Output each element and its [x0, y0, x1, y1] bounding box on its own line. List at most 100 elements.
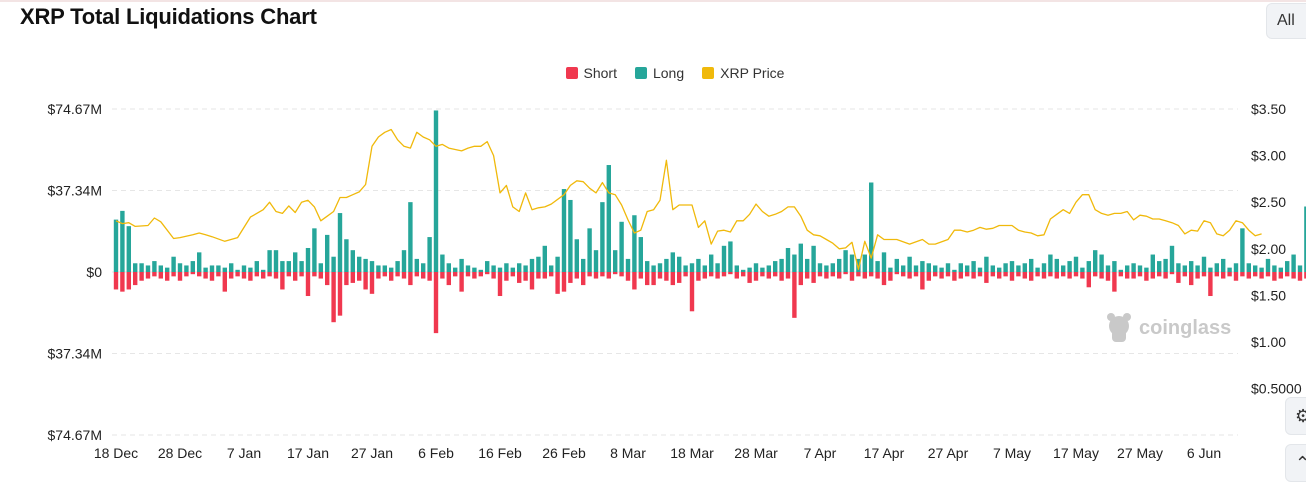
- short-bar: [1054, 272, 1059, 279]
- long-bar: [862, 254, 867, 272]
- long-bar: [433, 110, 439, 272]
- short-bar: [760, 272, 765, 277]
- short-bar: [990, 272, 995, 277]
- short-bar: [440, 272, 445, 279]
- short-bar: [715, 272, 720, 279]
- long-bar: [485, 261, 490, 272]
- short-bar: [568, 272, 573, 283]
- short-bar: [523, 272, 528, 281]
- short-bar: [1118, 272, 1123, 277]
- long-bar: [997, 267, 1002, 272]
- legend-item-price[interactable]: XRP Price: [702, 65, 784, 81]
- short-bar: [241, 272, 247, 279]
- long-bar: [453, 267, 458, 272]
- long-bar: [446, 263, 451, 272]
- short-bar: [581, 272, 586, 286]
- right-tick-label: $1.50: [1251, 287, 1286, 303]
- short-bar: [331, 272, 336, 323]
- long-bar: [120, 210, 125, 272]
- short-bar: [433, 272, 439, 334]
- short-bar: [901, 272, 906, 277]
- settings-button[interactable]: ⚙: [1285, 397, 1306, 435]
- x-tick-label: 6 Jun: [1187, 445, 1221, 461]
- long-bar: [1041, 263, 1047, 272]
- short-bar: [805, 272, 810, 279]
- long-bar: [357, 256, 362, 272]
- short-bar: [837, 272, 842, 279]
- long-bar: [472, 267, 477, 272]
- long-bar: [1003, 263, 1008, 272]
- long-bar: [1073, 256, 1079, 272]
- long-bar: [760, 267, 765, 272]
- long-bar: [734, 265, 739, 272]
- long-bar: [664, 258, 669, 272]
- long-bar: [830, 263, 835, 272]
- short-bar: [1125, 272, 1130, 279]
- short-bar: [798, 272, 803, 286]
- short-bar: [376, 272, 381, 279]
- range-select-button[interactable]: All: [1266, 3, 1306, 39]
- long-bar: [1272, 265, 1277, 272]
- long-bar: [1208, 267, 1213, 272]
- short-bar: [1157, 272, 1162, 277]
- short-bar: [817, 272, 823, 277]
- x-axis-ticks: 18 Dec 28 Dec 7 Jan 17 Jan 27 Jan 6 Feb 16 Feb…: [94, 445, 1221, 461]
- long-bar: [229, 263, 234, 272]
- short-bar: [491, 272, 496, 279]
- short-bar: [1022, 272, 1027, 279]
- short-bar: [517, 272, 522, 283]
- x-tick-label: 7 Apr: [804, 445, 837, 461]
- x-tick-label: 16 Feb: [478, 445, 522, 461]
- long-bar: [248, 267, 253, 272]
- short-bar: [126, 272, 131, 290]
- long-bar: [581, 258, 586, 272]
- long-bar: [1118, 269, 1123, 272]
- long-bar: [1125, 265, 1130, 272]
- long-bar: [1144, 267, 1149, 272]
- short-bar: [1016, 272, 1021, 277]
- short-bar: [1297, 272, 1303, 281]
- short-bar: [267, 272, 272, 277]
- short-bar: [862, 272, 867, 279]
- legend-label-short: Short: [583, 65, 617, 81]
- long-bar: [747, 267, 752, 272]
- short-bar: [1003, 272, 1008, 277]
- short-bar: [165, 272, 170, 281]
- legend-item-short[interactable]: Short: [565, 65, 617, 81]
- short-bars: [113, 272, 1306, 334]
- short-bar: [229, 272, 234, 279]
- long-bar: [856, 258, 861, 272]
- long-bar: [331, 256, 336, 272]
- long-bar: [894, 258, 899, 272]
- short-bar: [280, 272, 285, 290]
- scroll-top-button[interactable]: ⌃: [1285, 444, 1306, 482]
- long-bar: [389, 267, 394, 272]
- x-tick-label: 17 May: [1053, 445, 1099, 461]
- short-bar: [1080, 272, 1085, 279]
- long-bar: [702, 265, 707, 272]
- short-bar: [1099, 272, 1104, 279]
- long-bar: [625, 258, 631, 272]
- short-bar: [363, 272, 368, 290]
- short-bar: [741, 272, 746, 277]
- short-bar: [133, 272, 138, 286]
- x-tick-label: 28 Dec: [158, 445, 202, 461]
- short-bar: [1041, 272, 1047, 279]
- short-bar: [1233, 272, 1239, 281]
- long-bar: [1201, 256, 1207, 272]
- right-tick-label: $1.00: [1251, 334, 1286, 350]
- short-bar: [1048, 272, 1053, 277]
- legend-item-long[interactable]: Long: [634, 65, 684, 81]
- short-bar: [1169, 272, 1175, 275]
- long-bar: [299, 261, 304, 272]
- chevron-up-icon: ⌃: [1295, 452, 1306, 473]
- short-bar: [1029, 272, 1034, 281]
- long-bar: [363, 258, 368, 272]
- long-bar: [817, 263, 823, 272]
- long-bar: [542, 245, 547, 272]
- left-tick-label: $74.67M: [48, 101, 102, 117]
- short-bar: [856, 272, 861, 277]
- short-bar: [811, 272, 816, 283]
- short-bar: [529, 272, 535, 290]
- long-bar: [478, 269, 483, 272]
